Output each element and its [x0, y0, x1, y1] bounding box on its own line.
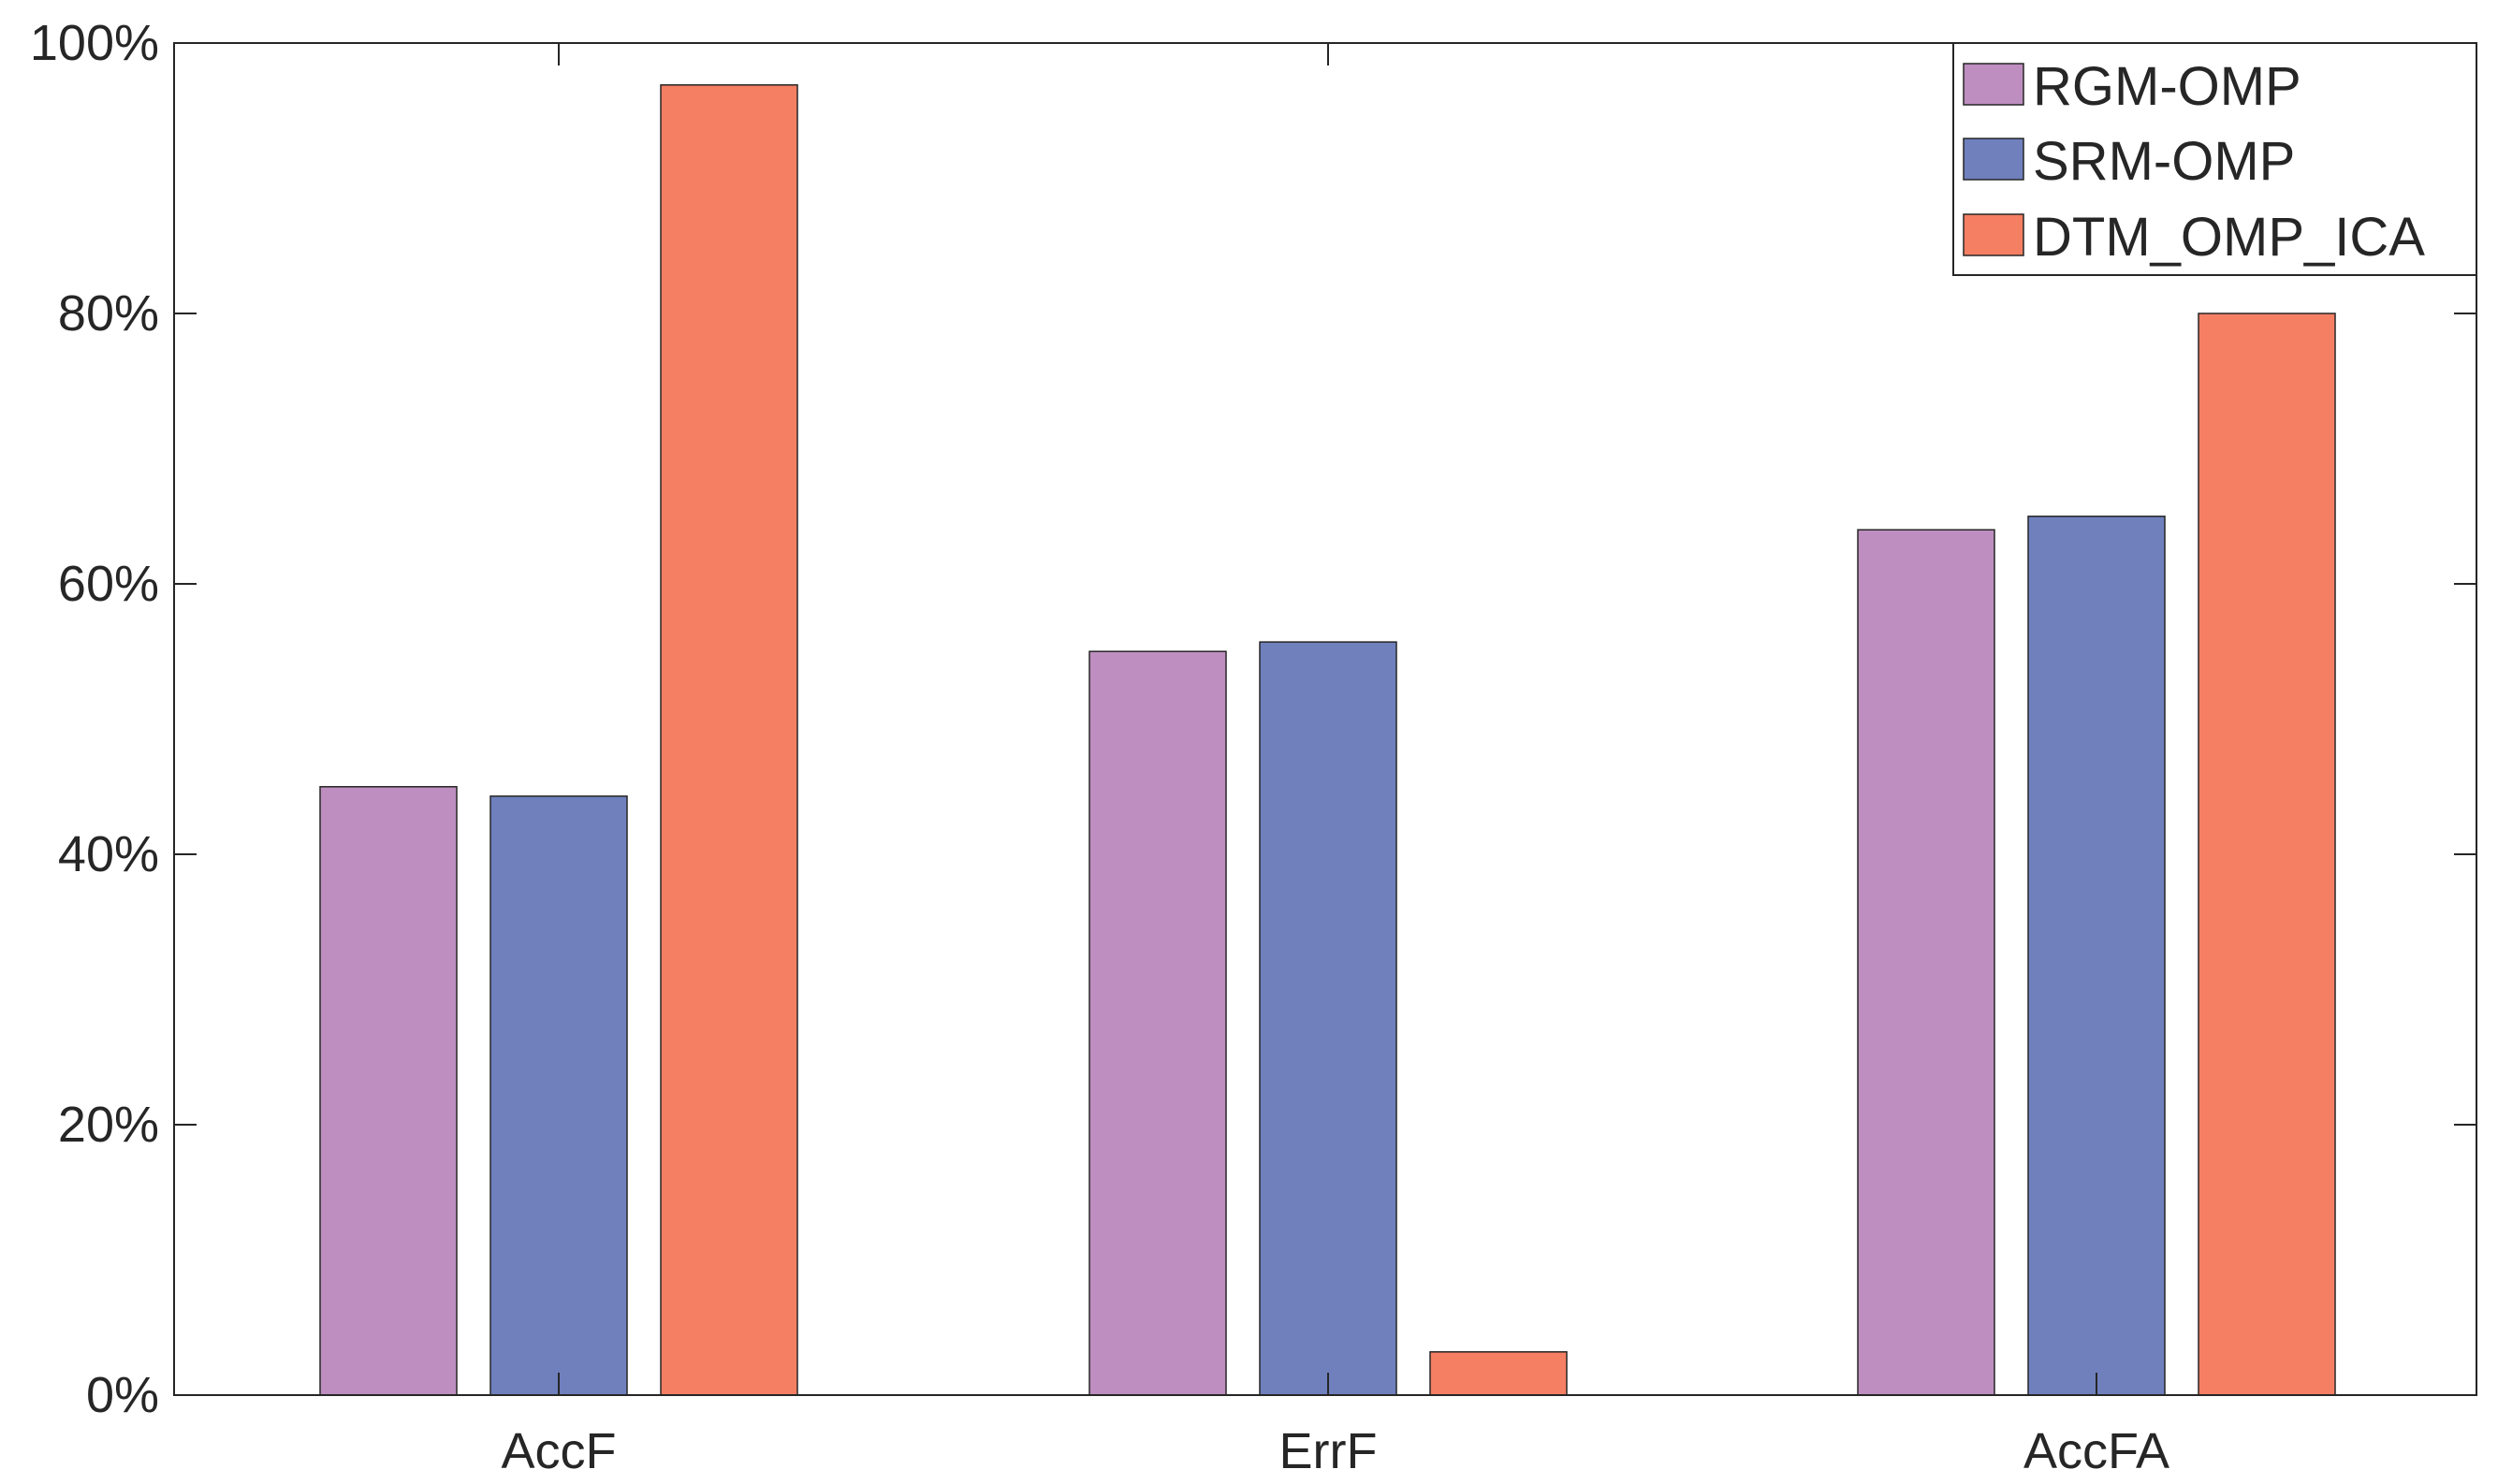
legend-swatch-rgm-omp	[1963, 63, 2024, 106]
bar-srm-omp-accfa	[2027, 516, 2166, 1396]
ticks-layer: 0% 20% 40% 60% 80% 100% AccF ErrF AccFA	[30, 15, 2476, 1479]
x-tick-label-accf: AccF	[501, 1423, 616, 1479]
legend[interactable]: RGM-OMP SRM-OMP DTM_OMP_ICA	[1952, 42, 2477, 276]
y-tick-label: 100%	[30, 15, 159, 71]
legend-label-srm-omp: SRM-OMP	[2033, 131, 2295, 192]
bar-rgm-omp-accfa	[1857, 529, 1995, 1396]
bar-dtm-omp-ica-errf	[1429, 1351, 1568, 1396]
legend-label-rgm-omp: RGM-OMP	[2033, 56, 2301, 117]
plot-area-frame	[173, 42, 2477, 1396]
y-tick-label: 80%	[58, 285, 159, 342]
legend-swatch-srm-omp	[1963, 138, 2024, 181]
bar-rgm-omp-accf	[319, 786, 458, 1396]
y-tick-label: 0%	[86, 1367, 159, 1423]
bar-dtm-omp-ica-accfa	[2198, 313, 2336, 1396]
legend-swatch-dtm-omp-ica	[1963, 213, 2024, 256]
bar-rgm-omp-errf	[1088, 650, 1227, 1396]
bar-srm-omp-accf	[489, 795, 628, 1396]
legend-label-dtm-omp-ica: DTM_OMP_ICA	[2033, 207, 2425, 268]
bar-srm-omp-errf	[1259, 641, 1397, 1396]
x-tick-label-errf: ErrF	[1279, 1423, 1378, 1479]
bars-layer	[319, 84, 2336, 1396]
x-tick-label-accfa: AccFA	[2023, 1423, 2169, 1479]
y-tick-label: 40%	[58, 826, 159, 882]
y-tick-label: 20%	[58, 1097, 159, 1153]
legend-box	[1952, 42, 2477, 276]
y-tick-label: 60%	[58, 556, 159, 612]
bar-dtm-omp-ica-accf	[660, 84, 798, 1396]
